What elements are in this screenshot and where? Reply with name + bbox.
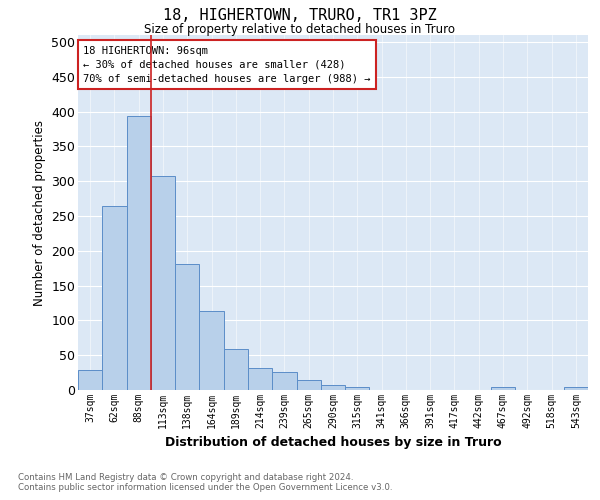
Text: 18 HIGHERTOWN: 96sqm
← 30% of detached houses are smaller (428)
70% of semi-deta: 18 HIGHERTOWN: 96sqm ← 30% of detached h… [83,46,371,84]
Bar [296,380,321,390]
Bar [321,385,345,390]
Bar [78,370,102,390]
Bar [102,206,127,390]
Bar [127,116,151,390]
Bar [248,368,272,390]
Bar [564,386,588,390]
Text: 18, HIGHERTOWN, TRURO, TR1 3PZ: 18, HIGHERTOWN, TRURO, TR1 3PZ [163,8,437,22]
Bar [491,386,515,390]
X-axis label: Distribution of detached houses by size in Truro: Distribution of detached houses by size … [164,436,502,450]
Bar [345,386,370,390]
Bar [151,176,175,390]
Text: Contains HM Land Registry data © Crown copyright and database right 2024.
Contai: Contains HM Land Registry data © Crown c… [18,473,392,492]
Bar [272,372,296,390]
Text: Size of property relative to detached houses in Truro: Size of property relative to detached ho… [145,22,455,36]
Bar [199,310,224,390]
Bar [224,349,248,390]
Bar [175,264,199,390]
Y-axis label: Number of detached properties: Number of detached properties [32,120,46,306]
